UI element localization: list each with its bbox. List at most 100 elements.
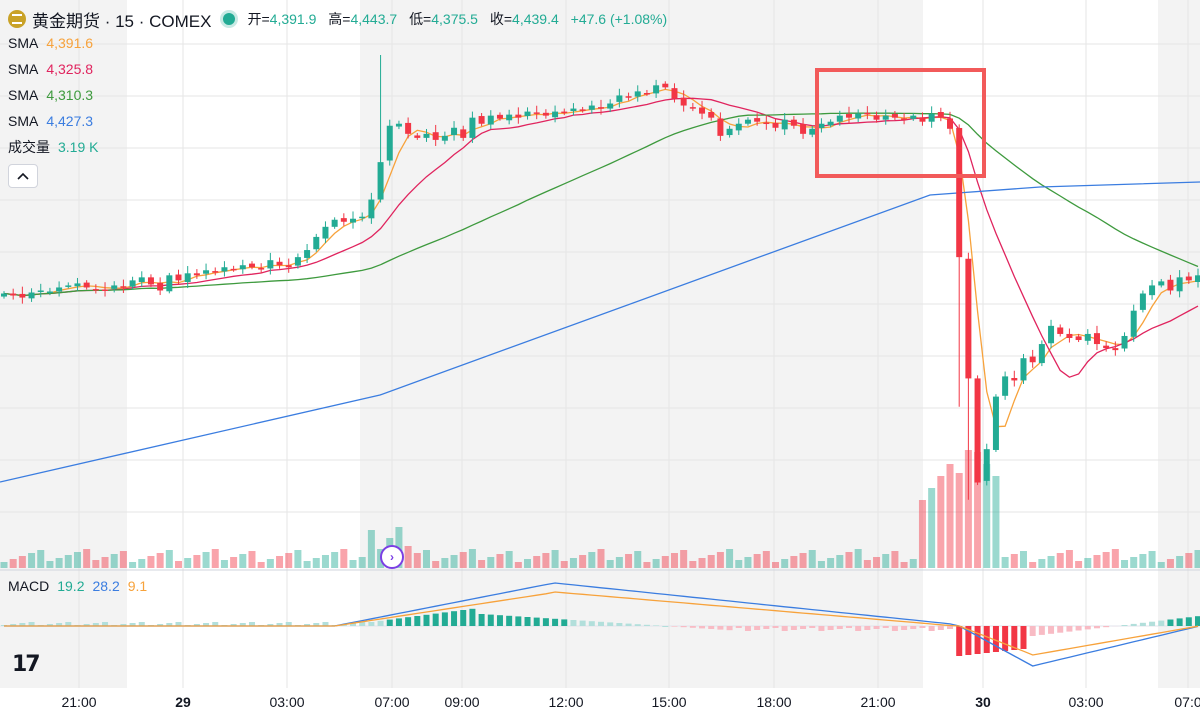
candle-body (469, 117, 476, 138)
volume-bar (92, 560, 100, 568)
macd-histogram-bar (671, 626, 678, 627)
indicator-name: SMA (8, 61, 39, 77)
candle-body (992, 396, 999, 450)
candle-body (983, 449, 990, 481)
macd-histogram-bar (10, 624, 17, 626)
time-axis-background (0, 688, 1200, 717)
candle-body (414, 135, 421, 138)
candle-body (643, 93, 650, 95)
macd-histogram-bar (451, 611, 458, 626)
volume-bar (588, 552, 596, 568)
candle-body (800, 124, 807, 134)
indicator-sma-1[interactable]: SMA 4,391.6 (8, 30, 675, 56)
macd-histogram-bar (818, 626, 825, 631)
collapse-legend-button[interactable] (8, 164, 38, 188)
candle-body (28, 292, 35, 299)
sma-line (0, 181, 1200, 483)
volume-bar (1111, 549, 1119, 568)
macd-histogram-bar (267, 624, 274, 626)
sma-line (3, 112, 1199, 297)
volume-bar (1130, 557, 1138, 568)
macd-histogram-bar (515, 616, 522, 626)
x-tick-label: 30 (975, 694, 991, 710)
candle-body (579, 109, 586, 111)
candle-body (809, 128, 816, 135)
volume-bar (551, 550, 559, 568)
indicator-sma-2[interactable]: SMA 4,325.8 (8, 56, 675, 82)
macd-histogram-bar (533, 617, 540, 626)
candle-body (1048, 325, 1055, 344)
macd-histogram-bar (1038, 626, 1045, 635)
volume-bar (799, 553, 807, 568)
macd-histogram-bar (800, 626, 807, 629)
candle-body (258, 268, 265, 270)
volume-bar (478, 560, 486, 568)
volume-bar (1047, 556, 1055, 568)
macd-histogram-bar (1020, 626, 1027, 649)
macd-histogram-bar (350, 623, 357, 626)
candle-body (744, 119, 751, 124)
macd-histogram-bar (487, 614, 494, 626)
candle-body (552, 111, 559, 118)
candle-body (708, 112, 715, 118)
volume-bar (101, 557, 109, 568)
candle-body (901, 118, 908, 120)
candle-body (451, 127, 458, 136)
volume-bar (661, 556, 669, 568)
candle-body (1149, 285, 1156, 296)
volume-bar (854, 549, 862, 568)
macd-histogram-bar (368, 622, 375, 626)
macd-histogram-bar (1048, 626, 1055, 634)
volume-bar (542, 553, 550, 568)
candle-body (855, 113, 862, 119)
time-axis[interactable]: 21:00 29 03:00 07:00 09:00 12:00 15:00 1… (0, 688, 1200, 717)
candle-body (506, 114, 513, 121)
chart-legend: 黄金期货 · 15 · COMEX 开=4,391.9 高=4,443.7 低=… (8, 8, 675, 188)
macd-histogram-bar (708, 626, 715, 629)
macd-histogram-bar (129, 623, 136, 626)
volume-bar (441, 558, 449, 568)
candle-body (175, 274, 182, 281)
macd-histogram-bar (1093, 626, 1100, 629)
macd-legend[interactable]: MACD 19.2 28.2 9.1 (8, 578, 147, 594)
tradingview-logo-icon[interactable]: 17 (12, 652, 41, 677)
macd-histogram-bar (735, 626, 742, 628)
candle-body (1029, 356, 1036, 363)
volume-bar (781, 559, 789, 568)
candle-body (432, 132, 439, 140)
macd-histogram-bar (1176, 618, 1183, 626)
volume-bar (983, 464, 991, 568)
macd-histogram-bar (28, 622, 35, 626)
macd-histogram-bar (992, 626, 999, 652)
macd-histogram-bar (864, 626, 871, 630)
candle-body (956, 127, 963, 258)
indicator-volume[interactable]: 成交量 3.19 K (8, 134, 675, 160)
volume-bar (220, 560, 228, 568)
indicator-sma-4[interactable]: SMA 4,427.3 (8, 108, 675, 134)
volume-bar (230, 557, 238, 568)
x-tick-label: 21:00 (860, 694, 896, 710)
symbol-title[interactable]: 黄金期货 · 15 · COMEX (32, 11, 212, 31)
ohlc-open-label: 开= (247, 11, 270, 27)
volume-bar (147, 556, 155, 568)
candle-body (340, 218, 347, 222)
volume-bar (955, 473, 963, 568)
candle-body (1038, 344, 1045, 364)
macd-histogram-bar (166, 623, 173, 626)
volume-bar (321, 555, 329, 568)
go-to-realtime-icon[interactable]: › (380, 545, 404, 569)
candle-body (441, 135, 448, 141)
macd-histogram-bar (524, 617, 531, 626)
candle-body (37, 290, 44, 292)
macd-histogram-bar (827, 626, 834, 630)
candle-body (129, 280, 136, 287)
candle-body (368, 199, 375, 219)
macd-histogram-bar (588, 621, 595, 626)
symbol-header[interactable]: 黄金期货 · 15 · COMEX 开=4,391.9 高=4,443.7 低=… (8, 8, 675, 31)
volume-bar (597, 549, 605, 568)
candle-body (166, 275, 173, 292)
indicator-sma-3[interactable]: SMA 4,310.3 (8, 82, 675, 108)
macd-value-1: 19.2 (57, 578, 85, 594)
candle-body (680, 97, 687, 106)
